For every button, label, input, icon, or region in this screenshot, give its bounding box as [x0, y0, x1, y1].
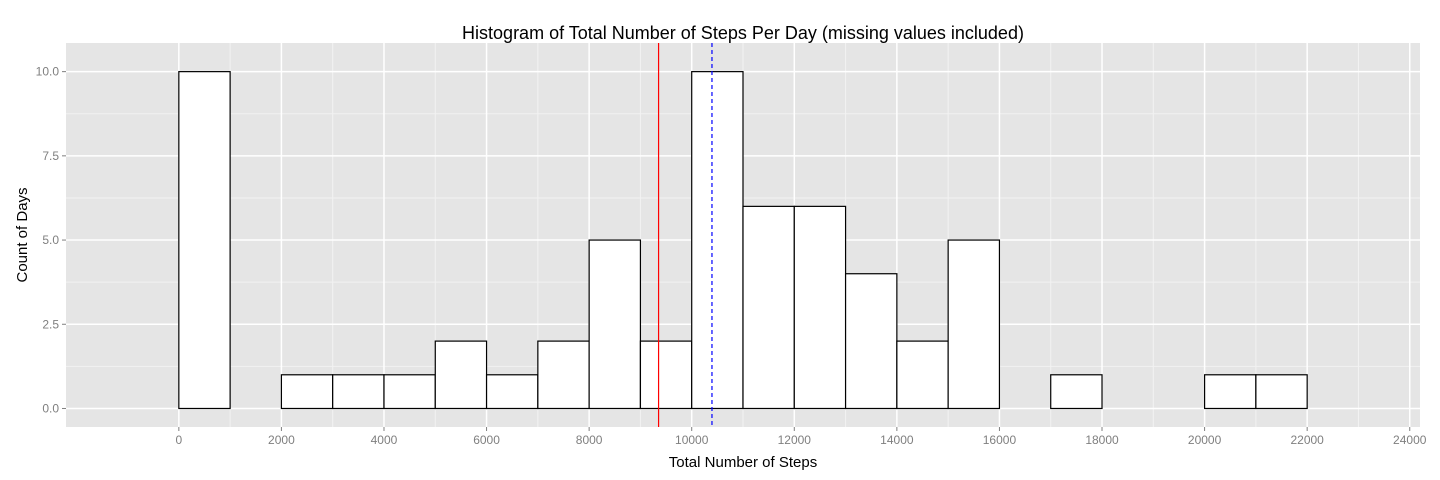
- x-axis-title: Total Number of Steps: [669, 454, 817, 471]
- histogram-bar: [280, 374, 334, 410]
- y-axis: 0.0 2.5 5.0 7.5 10.0: [36, 65, 66, 415]
- histogram-bar: [691, 71, 744, 410]
- x-tick-label: 16000: [983, 433, 1017, 447]
- histogram-bar: [485, 374, 539, 410]
- histogram-bar: [947, 239, 1001, 410]
- y-tick-label: 10.0: [36, 65, 60, 79]
- histogram-bar: [896, 340, 949, 410]
- x-tick-label: 6000: [473, 433, 500, 447]
- histogram-bars: [178, 71, 1308, 410]
- histogram-bar: [588, 239, 642, 410]
- reference-lines: [657, 43, 713, 427]
- x-tick-label: 18000: [1085, 433, 1119, 447]
- histogram-bar: [434, 340, 488, 410]
- chart-title: Histogram of Total Number of Steps Per D…: [462, 23, 1024, 43]
- x-tick-label: 8000: [576, 433, 603, 447]
- x-tick-label: 4000: [371, 433, 398, 447]
- histogram-bar: [178, 71, 231, 410]
- histogram-bar: [537, 340, 590, 410]
- y-tick-label: 5.0: [42, 233, 59, 247]
- histogram-bar: [1255, 374, 1308, 410]
- x-tick-label: 0: [175, 433, 182, 447]
- x-tick-label: 2000: [268, 433, 295, 447]
- x-tick-label: 20000: [1188, 433, 1222, 447]
- histogram-bar: [383, 374, 436, 410]
- y-tick-label: 2.5: [42, 317, 59, 331]
- x-tick-label: 22000: [1290, 433, 1324, 447]
- histogram-bar: [1050, 374, 1103, 410]
- x-tick-label: 14000: [880, 433, 914, 447]
- x-tick-label: 12000: [778, 433, 812, 447]
- x-tick-label: 24000: [1393, 433, 1427, 447]
- histogram-bar: [742, 205, 795, 410]
- histogram-bar: [332, 374, 385, 410]
- x-tick-label: 10000: [675, 433, 709, 447]
- histogram-bar: [844, 273, 898, 410]
- histogram-bar: [793, 205, 847, 410]
- histogram-bar: [639, 340, 693, 410]
- y-axis-title: Count of Days: [14, 187, 31, 282]
- y-tick-label: 0.0: [42, 401, 59, 415]
- histogram-bar: [1203, 374, 1257, 410]
- y-tick-label: 7.5: [42, 149, 59, 163]
- x-axis: 0 2000 4000 6000 8000 10000 12000 14000 16000 180…: [175, 427, 1427, 447]
